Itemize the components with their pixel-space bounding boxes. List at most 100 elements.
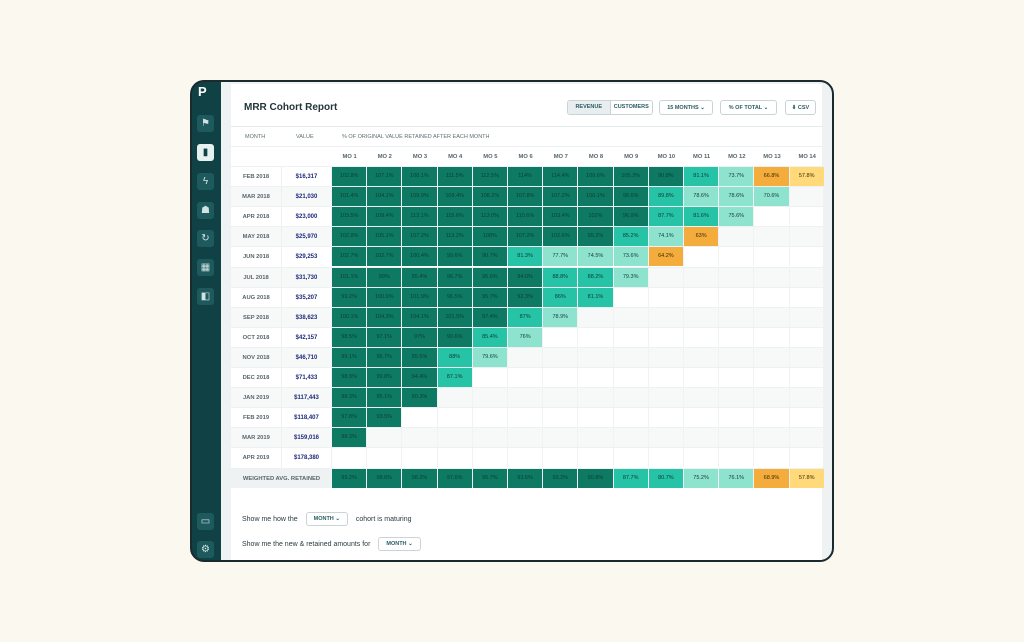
retention-cell: 78.6%: [684, 187, 720, 207]
retention-cell: [790, 187, 825, 207]
retention-cell: 99.1%: [332, 347, 368, 367]
cohort-value: $35,207: [281, 287, 332, 308]
cohort-month: MAY 2018: [242, 234, 270, 241]
retention-cell: [508, 388, 544, 408]
table-row: DEC 2018 $71,433 98.9% 99.8% 94.4% 87.1%: [231, 367, 825, 388]
retention-cell: 109.4%: [367, 207, 403, 227]
retention-cell: 73.7%: [719, 167, 755, 186]
retention-cell: 99.6%: [437, 247, 473, 267]
retention-cell: [790, 327, 825, 347]
maturing-dd-label: MONTH: [313, 516, 334, 522]
retention-cell: 104.1%: [367, 187, 403, 207]
retention-cell: [473, 368, 508, 387]
retention-cell: 66.8%: [754, 167, 790, 186]
csv-label: CSV: [797, 105, 810, 111]
month-column-header: MO 9: [624, 154, 639, 160]
retention-cell: [790, 307, 825, 327]
bolt-icon[interactable]: ϟ: [197, 173, 214, 190]
retention-cell: 81.1%: [578, 287, 614, 307]
retention-cell: [614, 408, 649, 428]
retention-cell: [754, 327, 790, 347]
retention-cell: 105.1%: [367, 227, 403, 247]
customers-tab[interactable]: CUSTOMERS: [609, 101, 653, 114]
average-cell: 97.6%: [437, 468, 473, 488]
retention-cell: [473, 428, 508, 448]
month-header-row: MO 1 MO 2 MO 3 MO 4 MO 5 MO 6 MO 7 MO 8 MO 9 MO 1…: [231, 146, 823, 166]
month-column-header: MO 8: [588, 154, 604, 160]
retention-cell: 109.6%: [578, 167, 614, 186]
download-icon: ⬇: [791, 105, 797, 111]
retention-cell: 95.6%: [472, 267, 508, 287]
calendar-icon[interactable]: ▦: [197, 259, 214, 276]
refresh-icon[interactable]: ↻: [197, 230, 214, 247]
retention-cell: [790, 267, 825, 287]
amounts-month-dropdown[interactable]: MONTH ⌄: [378, 537, 421, 551]
retention-cell: [684, 368, 720, 387]
month-column-header: MO 12: [728, 154, 746, 160]
retention-cell: 114.4%: [543, 167, 579, 186]
average-cell: 68.9%: [754, 468, 790, 488]
retention-cell: [508, 347, 544, 367]
months-dropdown[interactable]: 15 MONTHS ⌄: [659, 100, 713, 115]
retention-cell: [649, 388, 684, 408]
retention-cell: [719, 347, 755, 367]
month-column-header: MO 10: [657, 154, 676, 160]
retention-cell: [543, 408, 579, 428]
users-icon[interactable]: ☗: [197, 202, 214, 219]
retention-cell: 95.2%: [578, 227, 614, 247]
table-row: AUG 2018 $35,207 99.2% 100.9% 101.9% 96.5% 95.…: [231, 286, 825, 308]
maturing-month-dropdown[interactable]: MONTH ⌄: [305, 512, 348, 526]
retention-cell: [790, 247, 825, 267]
retention-cell: [649, 408, 684, 428]
retention-cell: 74.5%: [578, 247, 614, 267]
cohort-month: DEC 2018: [242, 375, 270, 381]
month-column-header: MO 1: [342, 154, 357, 160]
percent-dropdown[interactable]: % OF TOTAL ⌄: [720, 100, 777, 115]
table-row: JAN 2019 $117,443 98.3% 95.1% 90.3%: [231, 387, 825, 409]
retention-cell: [719, 227, 755, 247]
chat-icon[interactable]: ▭: [197, 513, 214, 530]
retention-cell: [578, 448, 614, 468]
retention-cell: 99.6%: [613, 187, 649, 207]
revenue-tab[interactable]: REVENUE: [568, 101, 610, 114]
retention-cell: 76%: [508, 327, 544, 347]
retention-cell: 81.1%: [684, 167, 720, 186]
cohort-value: $38,623: [281, 307, 332, 328]
cohort-value: $118,407: [281, 408, 332, 429]
table-row: APR 2018 $23,000 103.5% 109.4% 113.1% 115.6% 1…: [231, 206, 825, 228]
amounts-dd-label: MONTH: [386, 541, 407, 547]
cohort-month: OCT 2018: [242, 334, 270, 341]
month-column-header: MO 11: [693, 154, 711, 160]
retention-cell: 90.6%: [437, 327, 473, 347]
retention-cell: [473, 448, 508, 468]
retention-cell: 109.4%: [437, 187, 473, 207]
chart-icon[interactable]: ▮: [197, 144, 214, 161]
table-row: FEB 2019 $118,407 97.8% 93.5%: [231, 407, 825, 429]
retention-cell: [790, 368, 825, 387]
gear-icon[interactable]: ⚙: [197, 541, 214, 558]
retention-cell: 90.8%: [648, 167, 684, 186]
panel-icon[interactable]: ◧: [197, 288, 214, 305]
cohort-month: JUL 2018: [243, 274, 269, 281]
retention-cell: 89.8%: [648, 187, 684, 207]
retention-cell: [649, 448, 684, 468]
retention-cell: [508, 448, 544, 468]
cohort-value: $31,730: [281, 267, 332, 288]
retention-cell: [614, 347, 649, 367]
retention-cell: 115.6%: [437, 207, 473, 227]
retention-cell: [438, 448, 473, 468]
retention-cell: 70.6%: [754, 187, 790, 207]
retention-cell: 88.8%: [543, 267, 579, 287]
cohort-month: JUN 2018: [242, 254, 270, 261]
csv-button[interactable]: ⬇ CSV: [785, 100, 816, 115]
month-column-header: MO 14: [798, 154, 816, 160]
retention-cell: [684, 267, 720, 287]
flag-icon[interactable]: ⚑: [197, 115, 214, 132]
month-column-header: MO 5: [483, 154, 498, 160]
retention-cell: [754, 207, 790, 227]
retention-cell: 77.7%: [543, 247, 579, 267]
retention-cell: 90.7%: [472, 247, 508, 267]
retention-cell: [790, 428, 825, 448]
retention-cell: 100.4%: [402, 247, 438, 267]
cohort-month: FEB 2019: [242, 415, 270, 422]
